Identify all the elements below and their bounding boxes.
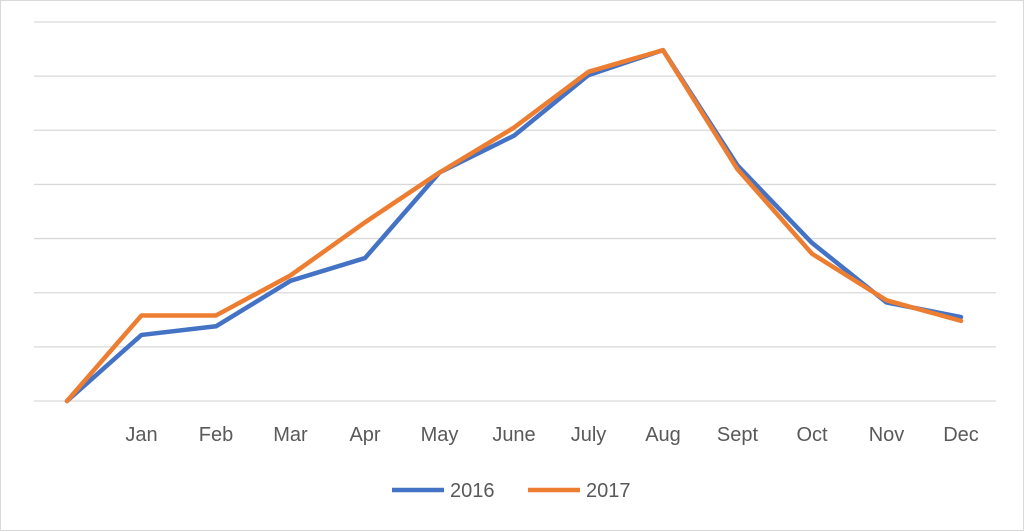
series-line-2017 [64, 47, 964, 404]
x-tick-label: Aug [645, 424, 681, 446]
x-tick-label: Nov [869, 424, 905, 446]
x-tick-label: Feb [199, 424, 233, 446]
series-line-2016 [64, 47, 964, 404]
legend-label-2017: 2017 [586, 480, 631, 502]
legend-label-2016: 2016 [450, 480, 495, 502]
x-tick-label: Apr [349, 424, 380, 446]
x-tick-label: Sept [717, 424, 759, 446]
x-tick-label: July [571, 424, 607, 446]
x-tick-label: June [492, 424, 535, 446]
series-lines [64, 47, 964, 404]
x-tick-label: May [421, 424, 459, 446]
x-axis-tick-labels: Jan Feb Mar Apr May June July Aug Sept Oct Nov Dec [125, 424, 978, 446]
x-tick-label: Dec [943, 424, 979, 446]
legend: 2016 2017 [392, 480, 631, 502]
x-tick-label: Oct [796, 424, 828, 446]
x-tick-label: Jan [125, 424, 157, 446]
x-tick-label: Mar [273, 424, 308, 446]
gridlines [34, 21, 996, 402]
